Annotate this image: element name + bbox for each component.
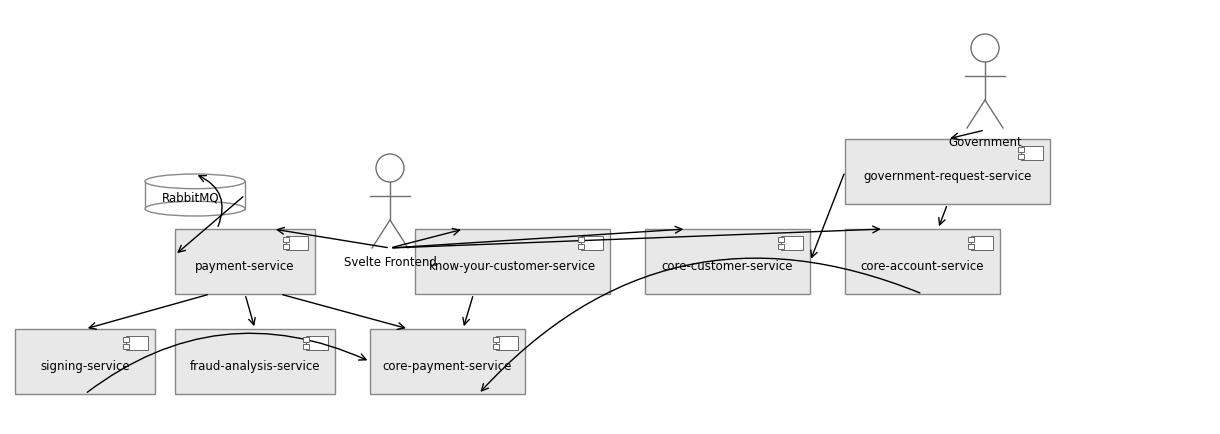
Text: signing-service: signing-service — [40, 359, 129, 372]
Ellipse shape — [145, 202, 245, 217]
Bar — [306, 337, 328, 350]
Text: payment-service: payment-service — [195, 260, 295, 273]
Bar — [415, 230, 610, 294]
Text: fraud-analysis-service: fraud-analysis-service — [190, 359, 320, 372]
Bar — [493, 344, 499, 349]
Bar — [1017, 148, 1024, 153]
Bar — [174, 329, 336, 394]
Text: government-request-service: government-request-service — [864, 170, 1032, 183]
Text: RabbitMQ: RabbitMQ — [162, 191, 220, 204]
Bar — [15, 329, 155, 394]
Bar — [122, 344, 128, 349]
Bar — [581, 237, 603, 250]
Bar — [283, 238, 289, 242]
Text: Government: Government — [948, 136, 1022, 149]
Bar — [967, 244, 974, 249]
Bar — [971, 237, 993, 250]
Text: core-payment-service: core-payment-service — [383, 359, 512, 372]
Bar — [777, 238, 783, 242]
Bar — [845, 140, 1050, 204]
Text: core-account-service: core-account-service — [861, 260, 985, 273]
Bar — [126, 337, 148, 350]
Text: Svelte Frontend: Svelte Frontend — [344, 256, 437, 268]
Bar — [370, 329, 525, 394]
Bar — [145, 182, 245, 209]
Bar — [497, 337, 517, 350]
Bar — [777, 244, 783, 249]
Bar — [577, 244, 583, 249]
Bar — [1021, 147, 1043, 160]
Bar — [645, 230, 810, 294]
Bar — [1017, 155, 1024, 159]
Bar — [845, 230, 1000, 294]
Bar — [303, 344, 309, 349]
Bar — [303, 338, 309, 342]
Text: know-your-customer-service: know-your-customer-service — [429, 260, 597, 273]
Bar — [174, 230, 315, 294]
Bar — [967, 238, 974, 242]
Bar — [283, 244, 289, 249]
Bar — [781, 237, 803, 250]
Bar — [493, 338, 499, 342]
Bar — [122, 338, 128, 342]
Bar — [577, 238, 583, 242]
Ellipse shape — [145, 174, 245, 189]
Text: core-customer-service: core-customer-service — [661, 260, 793, 273]
Bar — [287, 237, 307, 250]
